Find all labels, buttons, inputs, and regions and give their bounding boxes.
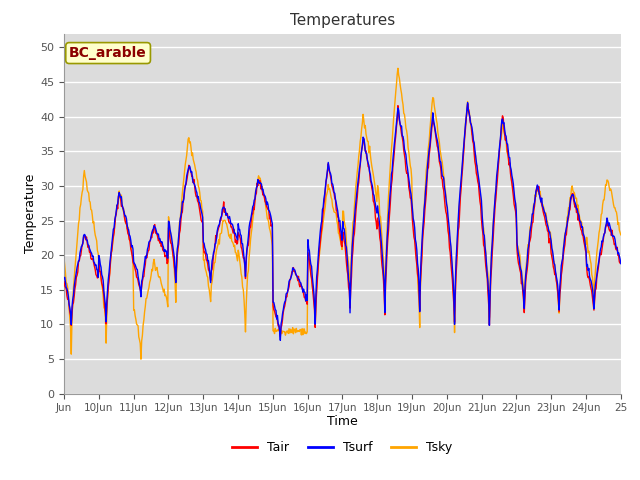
Tsky — [394, 65, 402, 71]
Legend: Tair, Tsurf, Tsky: Tair, Tsurf, Tsky — [227, 436, 458, 459]
Tsurf — [617, 261, 625, 266]
Tair — [277, 325, 285, 331]
Tsky — [401, 118, 409, 123]
Tsky — [60, 255, 68, 261]
Line: Tsurf: Tsurf — [64, 103, 621, 340]
Tsky — [228, 240, 236, 245]
Tair — [228, 224, 236, 230]
Tair — [60, 279, 68, 285]
Y-axis label: Temperature: Temperature — [24, 174, 37, 253]
Tair — [255, 178, 263, 184]
Tsurf — [60, 276, 68, 281]
Tair — [617, 259, 625, 265]
Tsurf — [255, 180, 263, 186]
Tair — [401, 153, 408, 158]
Tsurf — [401, 146, 408, 152]
Tair — [125, 237, 133, 242]
Tsurf — [276, 337, 284, 343]
X-axis label: Time: Time — [327, 415, 358, 428]
Text: BC_arable: BC_arable — [69, 46, 147, 60]
Title: Temperatures: Temperatures — [290, 13, 395, 28]
Tsky — [137, 356, 145, 362]
Tsurf — [464, 100, 472, 106]
Tsurf — [277, 321, 285, 327]
Tair — [276, 334, 284, 339]
Tsurf — [228, 221, 236, 227]
Tsurf — [432, 130, 440, 135]
Tair — [432, 133, 440, 139]
Tsky — [125, 237, 133, 242]
Tsky — [617, 232, 625, 238]
Tsky — [433, 117, 440, 123]
Tair — [464, 101, 472, 107]
Line: Tsky: Tsky — [64, 68, 621, 359]
Tsurf — [125, 232, 133, 238]
Line: Tair: Tair — [64, 104, 621, 336]
Tsky — [277, 328, 285, 334]
Tsky — [256, 175, 264, 181]
